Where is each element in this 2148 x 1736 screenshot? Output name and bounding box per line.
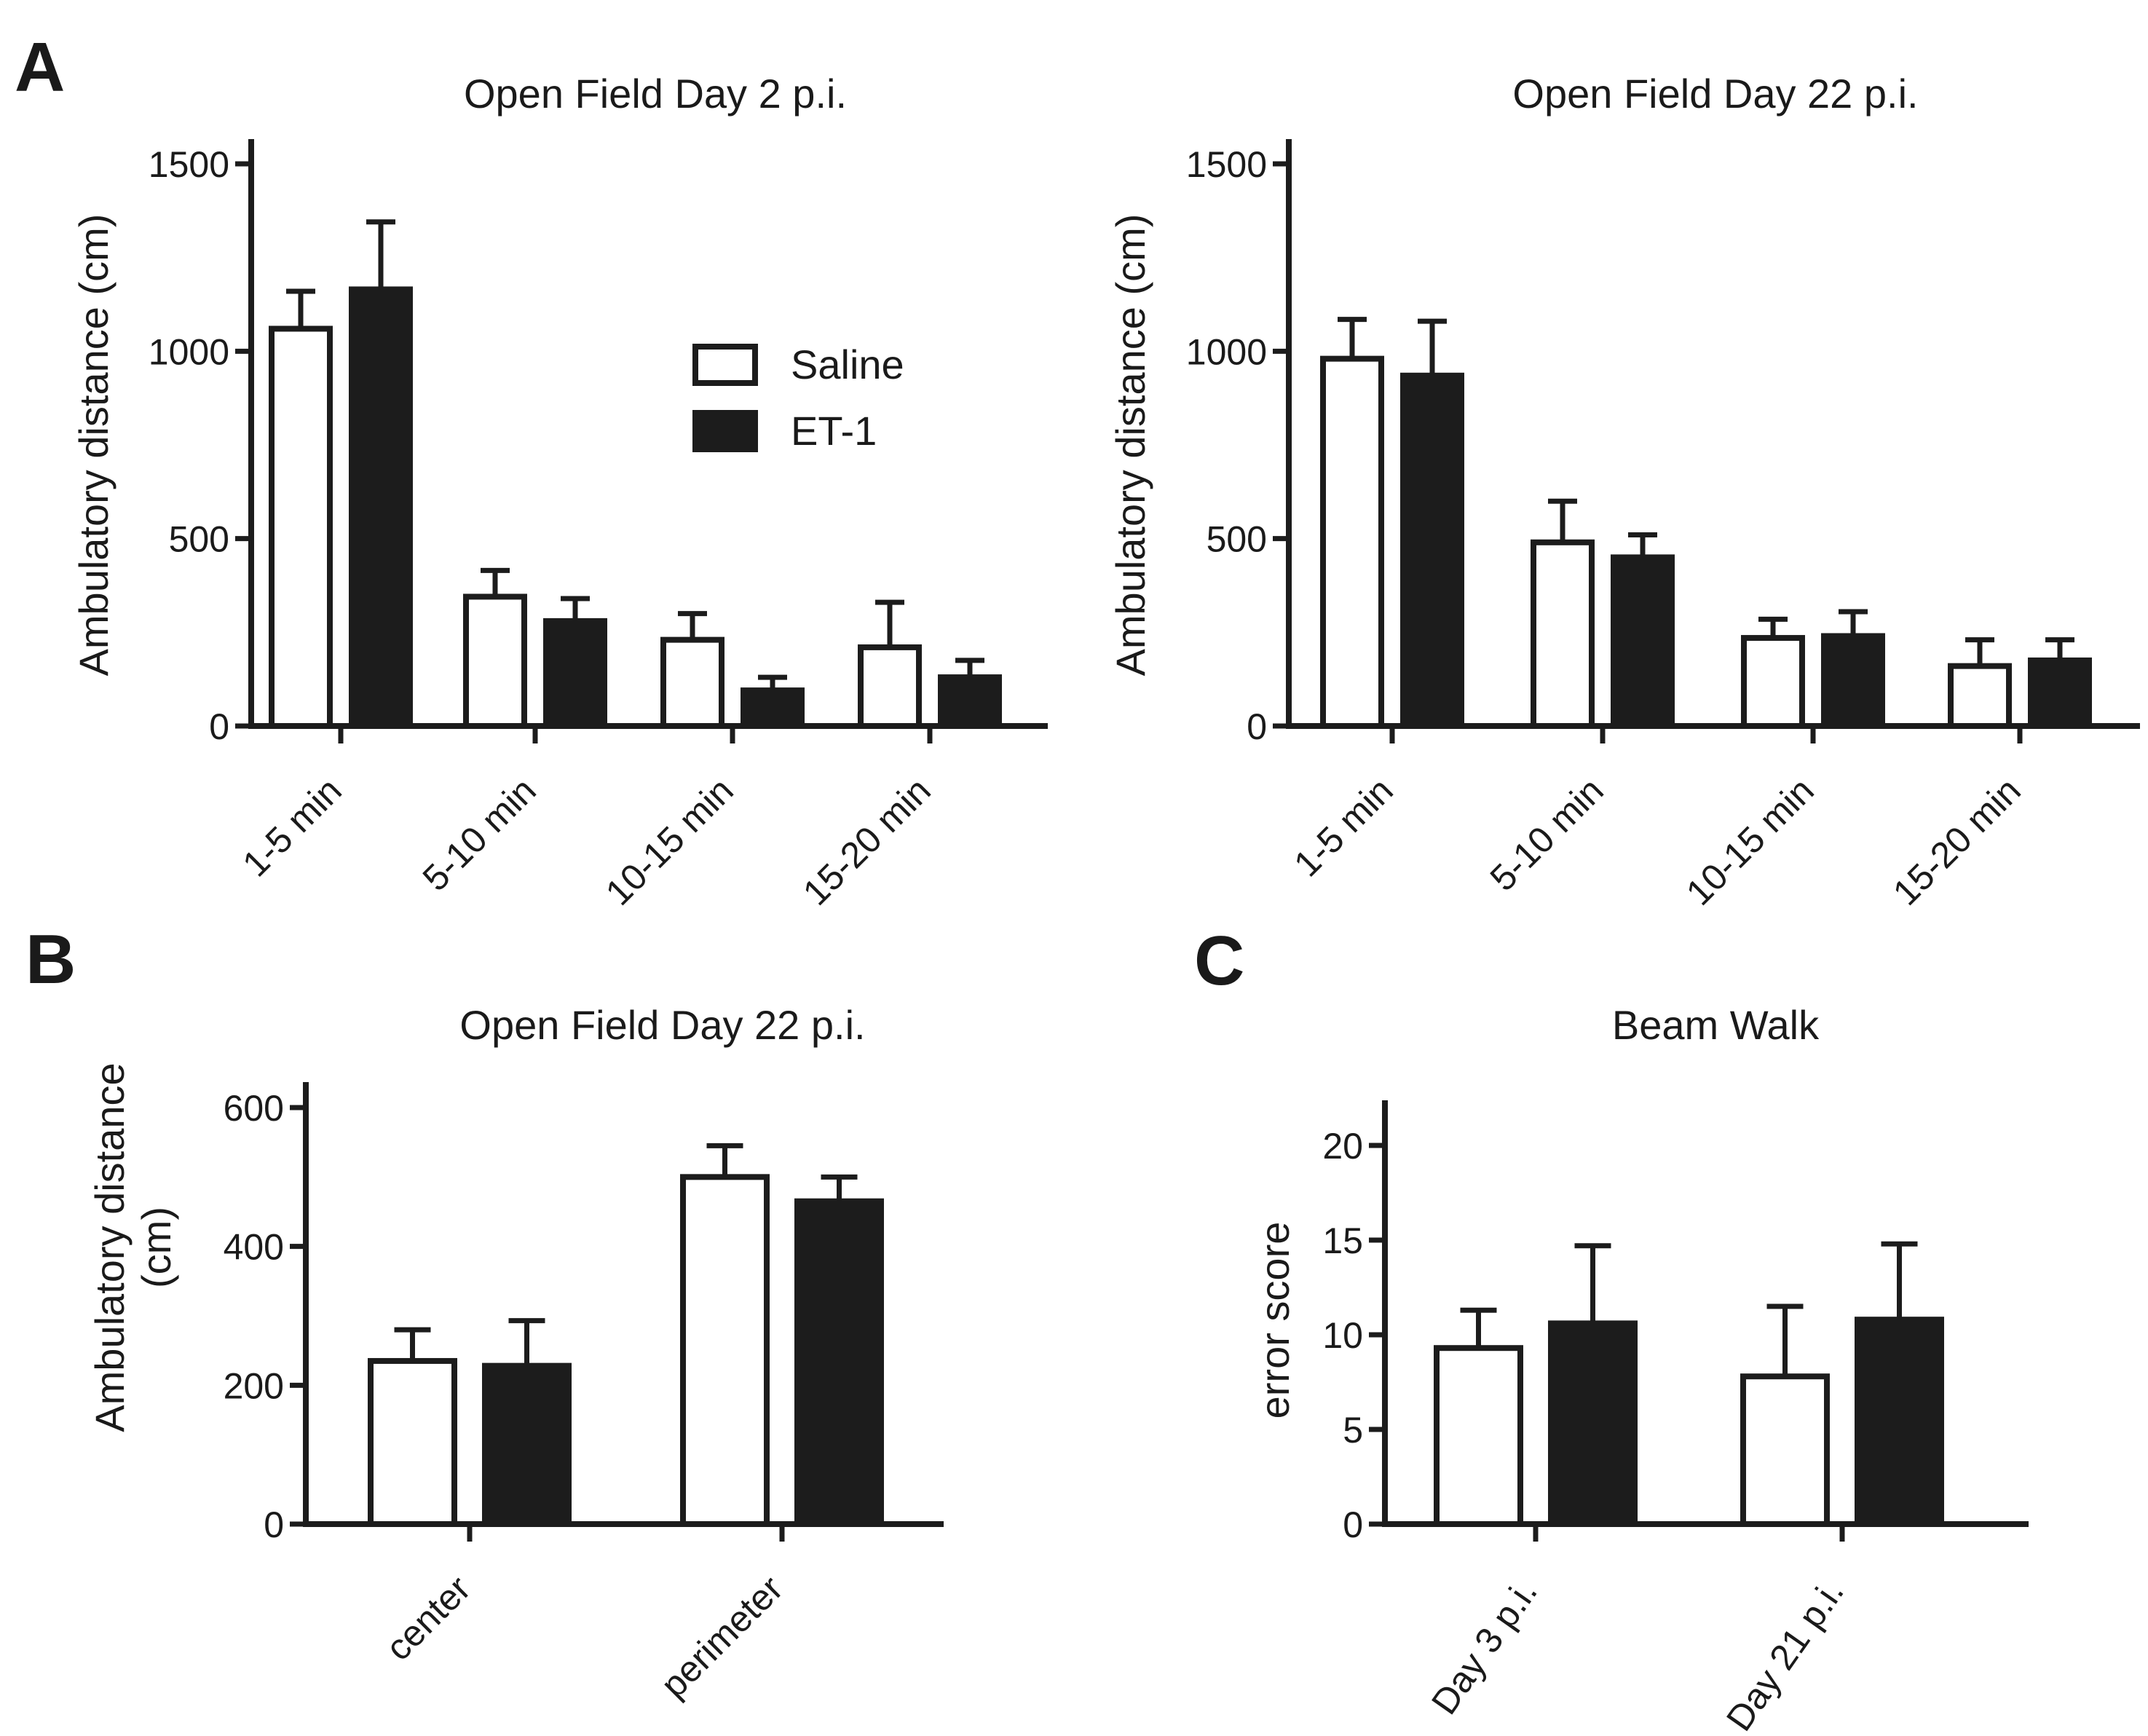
chart-b-ylabel: Ambulatory distance(cm) xyxy=(87,1062,179,1432)
chart-a2-bar-et1 xyxy=(1400,372,1464,730)
chart-c-y-tick-label: 0 xyxy=(1343,1504,1363,1545)
panel-letter-a: A xyxy=(15,28,65,106)
chart-a1-bar-et1 xyxy=(938,674,1002,729)
chart-c-y-tick-label: 10 xyxy=(1322,1315,1363,1356)
chart-b-title: Open Field Day 22 p.i. xyxy=(459,1002,865,1048)
chart-a2-bar-et1 xyxy=(1611,554,1675,730)
chart-b-y-tick-label: 0 xyxy=(264,1504,284,1545)
legend: Saline ET-1 xyxy=(692,342,904,454)
legend-swatch-et1 xyxy=(692,410,758,452)
chart-a2-bar-et1 xyxy=(1821,633,1885,729)
chart-c-bar-saline xyxy=(1740,1373,1830,1527)
chart-b-bar-saline xyxy=(368,1357,457,1528)
chart-b-ylabel-line: (cm) xyxy=(133,1207,179,1288)
chart-a2-y-tick-label: 0 xyxy=(1247,706,1267,747)
chart-a2-y-tick-label: 1000 xyxy=(1186,331,1267,372)
chart-c-bar-et1 xyxy=(1855,1317,1944,1527)
chart-a1-y-tick-label: 1000 xyxy=(149,331,229,372)
chart-c-title: Beam Walk xyxy=(1612,1002,1820,1048)
chart-a2-ylabel: Ambulatory distance (cm) xyxy=(1107,214,1153,676)
chart-a2-bar-et1 xyxy=(2028,657,2092,730)
chart-c-y-tick-label: 5 xyxy=(1343,1410,1363,1451)
chart-a2-y-tick-label: 1500 xyxy=(1186,144,1267,185)
chart-c-y-tick-label: 15 xyxy=(1322,1220,1363,1261)
chart-a2-bar-saline xyxy=(1741,635,1805,730)
chart-a1-bar-et1 xyxy=(741,687,805,730)
chart-a1-bar-saline xyxy=(858,644,922,729)
chart-b-bar-saline xyxy=(680,1174,770,1528)
chart-a2-bar-saline xyxy=(1320,355,1384,729)
chart-b-y-tick-label: 400 xyxy=(224,1227,284,1268)
legend-swatch-saline xyxy=(692,344,758,386)
chart-c-y-tick-label: 20 xyxy=(1322,1126,1363,1167)
chart-a2-title: Open Field Day 22 p.i. xyxy=(1512,71,1918,117)
chart-c-ylabel: error score xyxy=(1252,1222,1298,1419)
chart-c-bar-et1 xyxy=(1548,1320,1638,1528)
legend-label-et1: ET-1 xyxy=(791,408,877,454)
chart-a2-bar-saline xyxy=(1531,539,1595,730)
chart-a2-y-tick-label: 500 xyxy=(1207,519,1267,560)
chart-a1-y-tick-label: 500 xyxy=(169,519,229,560)
chart-a1-ylabel: Ambulatory distance (cm) xyxy=(71,214,117,676)
chart-a1-bar-saline xyxy=(269,326,333,730)
chart-b-ylabel-line: Ambulatory distance xyxy=(87,1062,133,1432)
chart-c-bar-saline xyxy=(1434,1345,1523,1527)
panel-letter-c: C xyxy=(1194,922,1244,1000)
chart-a1-y-tick-label: 0 xyxy=(209,706,229,747)
chart-b-y-tick-label: 600 xyxy=(224,1088,284,1129)
chart-a1-y-tick-label: 1500 xyxy=(149,144,229,185)
chart-a1-bar-saline xyxy=(463,593,527,729)
chart-a2-bar-saline xyxy=(1948,663,2012,729)
chart-a1-bar-et1 xyxy=(349,286,413,729)
chart-a1-title: Open Field Day 2 p.i. xyxy=(464,71,847,117)
chart-b-y-tick-label: 200 xyxy=(224,1365,284,1406)
chart-b-bar-et1 xyxy=(794,1198,884,1527)
chart-a1-bar-et1 xyxy=(543,618,607,729)
chart-a1-bar-saline xyxy=(660,636,724,729)
legend-label-saline: Saline xyxy=(791,342,904,387)
panel-letter-b: B xyxy=(25,920,76,998)
chart-b-bar-et1 xyxy=(482,1362,572,1528)
